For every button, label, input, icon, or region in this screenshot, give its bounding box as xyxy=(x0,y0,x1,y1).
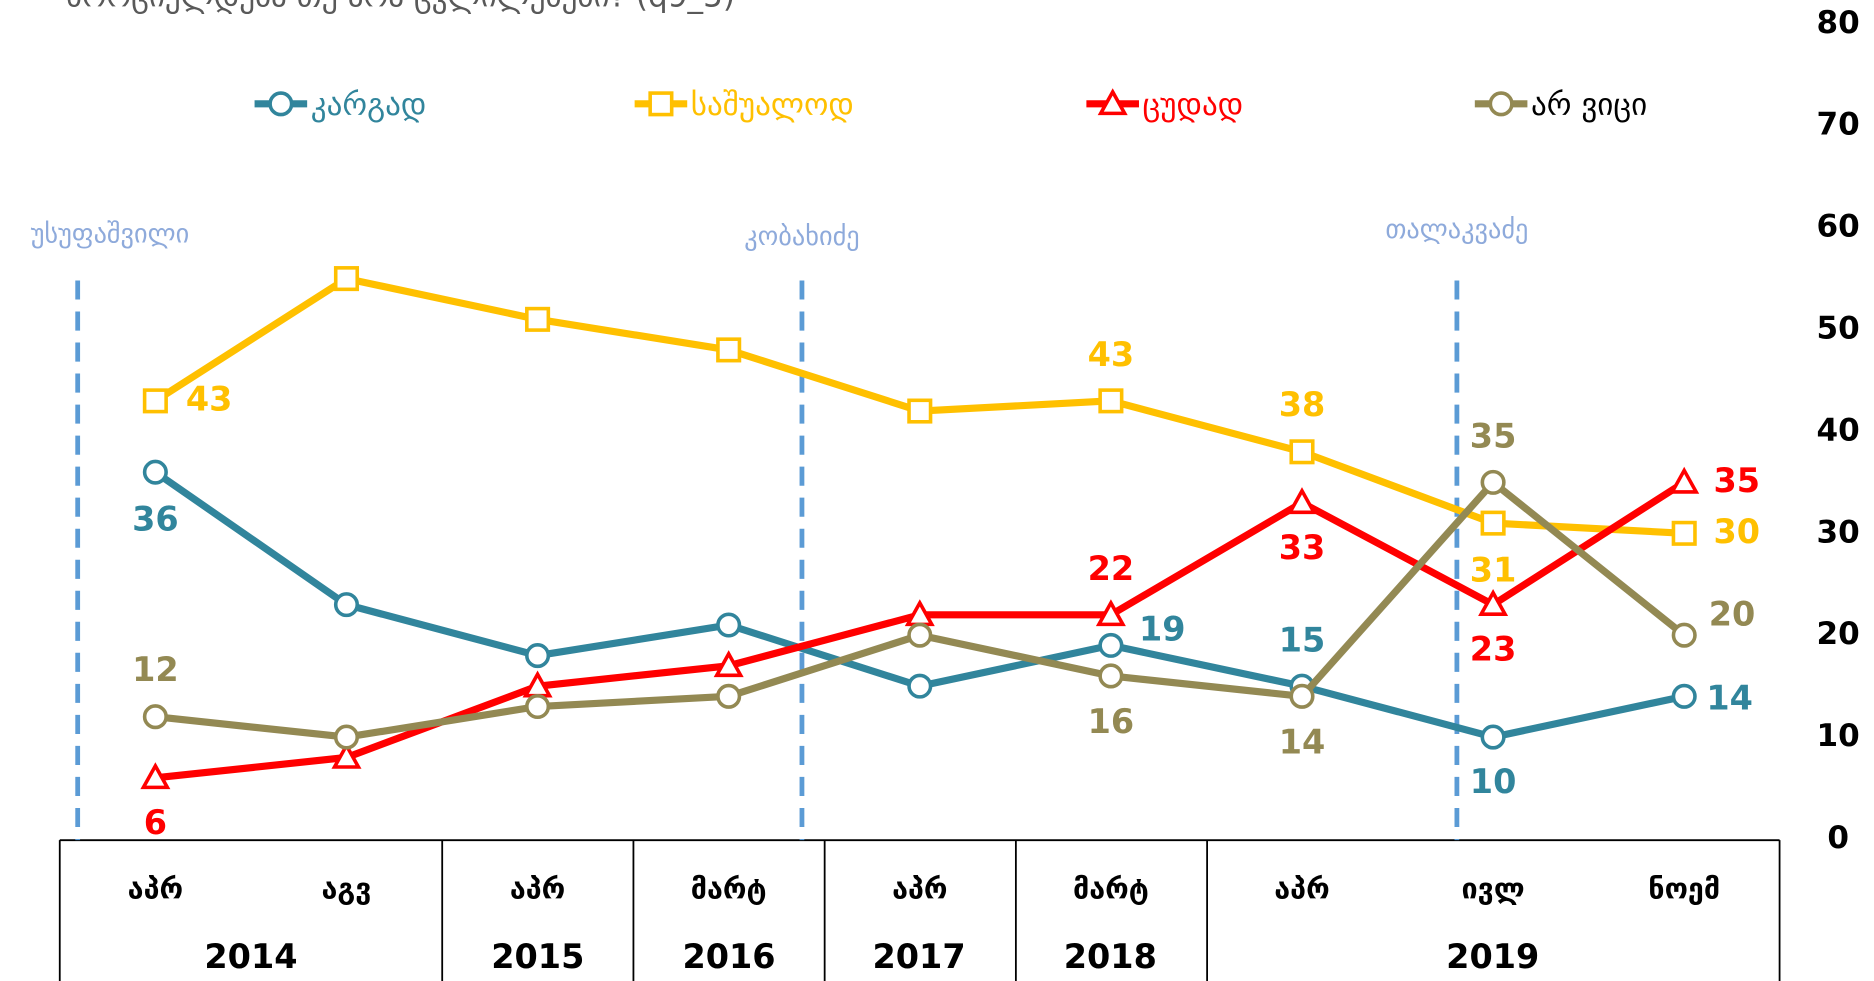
point xyxy=(142,459,168,485)
point xyxy=(331,741,362,769)
x-tick-label: მარტ xyxy=(691,871,767,905)
legend-label: ცუდად xyxy=(1143,87,1244,123)
data-label: 33 xyxy=(1279,528,1326,567)
legend-label: არ ვიცი xyxy=(1531,87,1647,123)
point xyxy=(1098,632,1124,658)
data-label: 19 xyxy=(1139,610,1186,649)
point xyxy=(1098,388,1124,414)
data-label: 35 xyxy=(1714,461,1761,500)
point xyxy=(333,592,360,618)
year-label: 2017 xyxy=(873,937,966,976)
point xyxy=(907,622,933,648)
point xyxy=(1671,520,1697,546)
point xyxy=(333,266,360,292)
x-tick-label: ნოემ xyxy=(1648,871,1720,905)
data-label: 43 xyxy=(1088,335,1135,374)
point xyxy=(1480,510,1506,536)
point xyxy=(716,683,742,709)
point xyxy=(525,693,551,720)
point xyxy=(1095,599,1126,627)
data-label: 36 xyxy=(132,500,179,539)
annotation-label: უსუფაშვილი xyxy=(31,220,190,250)
y-tick-label: 80 xyxy=(1817,5,1860,41)
point xyxy=(1671,683,1697,709)
data-label: 38 xyxy=(1279,385,1326,424)
x-tick-label: აპრ xyxy=(510,871,565,905)
y-tick-label: 10 xyxy=(1817,718,1860,754)
point xyxy=(525,643,551,669)
data-label: 6 xyxy=(144,803,167,842)
year-label: 2014 xyxy=(204,937,297,976)
annotation-label: კობახიძე xyxy=(744,222,859,252)
point xyxy=(1669,466,1700,494)
point xyxy=(1480,724,1506,750)
legend-marker xyxy=(1097,88,1128,116)
year-label: 2016 xyxy=(682,937,775,976)
point xyxy=(1478,589,1509,616)
point xyxy=(716,612,742,638)
y-tick-label: 60 xyxy=(1817,209,1860,245)
data-label: 23 xyxy=(1470,630,1517,669)
point xyxy=(716,337,742,363)
data-label: 15 xyxy=(1279,621,1326,660)
legend-label: კარგად xyxy=(311,87,427,123)
data-label: 31 xyxy=(1470,551,1517,590)
y-tick-label: 20 xyxy=(1817,616,1860,652)
chart-title: ხორციელდება თუ არა ცვლილებები? (q9_5) xyxy=(66,0,735,15)
data-label: 43 xyxy=(186,379,233,418)
point xyxy=(142,704,168,730)
data-label: 20 xyxy=(1709,595,1756,634)
legend-marker xyxy=(648,91,674,117)
point xyxy=(1098,663,1124,689)
point xyxy=(1671,622,1697,648)
legend-marker xyxy=(1488,91,1514,117)
point xyxy=(1289,439,1315,465)
data-label: 30 xyxy=(1714,512,1761,551)
x-tick-label: აგვ xyxy=(322,871,372,905)
data-label: 12 xyxy=(132,650,179,689)
point xyxy=(713,650,744,678)
x-tick-label: აპრ xyxy=(128,871,183,905)
data-label: 35 xyxy=(1470,417,1517,456)
x-tick-label: ივლ xyxy=(1462,871,1525,905)
point xyxy=(907,673,933,699)
data-label: 16 xyxy=(1088,702,1135,741)
y-tick-label: 70 xyxy=(1817,107,1860,143)
point xyxy=(333,724,360,750)
annotation-label: თალაკვაძე xyxy=(1385,215,1528,245)
y-tick-label: 0 xyxy=(1827,820,1849,856)
y-tick-label: 30 xyxy=(1817,514,1860,550)
x-tick-label: აპრ xyxy=(892,871,947,905)
y-tick-label: 40 xyxy=(1817,412,1860,448)
x-tick-label: აპრ xyxy=(1274,871,1329,905)
point xyxy=(525,306,551,332)
year-label: 2019 xyxy=(1446,937,1539,976)
point xyxy=(142,388,168,414)
data-label: 22 xyxy=(1088,549,1135,588)
legend-marker xyxy=(268,91,294,117)
y-tick-label: 50 xyxy=(1817,311,1860,347)
point xyxy=(1287,487,1317,515)
data-label: 10 xyxy=(1470,762,1517,801)
x-tick-label: მარტ xyxy=(1073,871,1149,905)
point xyxy=(1289,683,1315,709)
point xyxy=(1480,469,1506,495)
data-label: 14 xyxy=(1706,678,1753,717)
year-label: 2015 xyxy=(491,937,584,976)
point xyxy=(140,762,171,790)
year-label: 2018 xyxy=(1064,937,1157,976)
data-label: 14 xyxy=(1279,723,1326,762)
point xyxy=(907,398,933,424)
legend-label: საშუალოდ xyxy=(691,87,854,123)
